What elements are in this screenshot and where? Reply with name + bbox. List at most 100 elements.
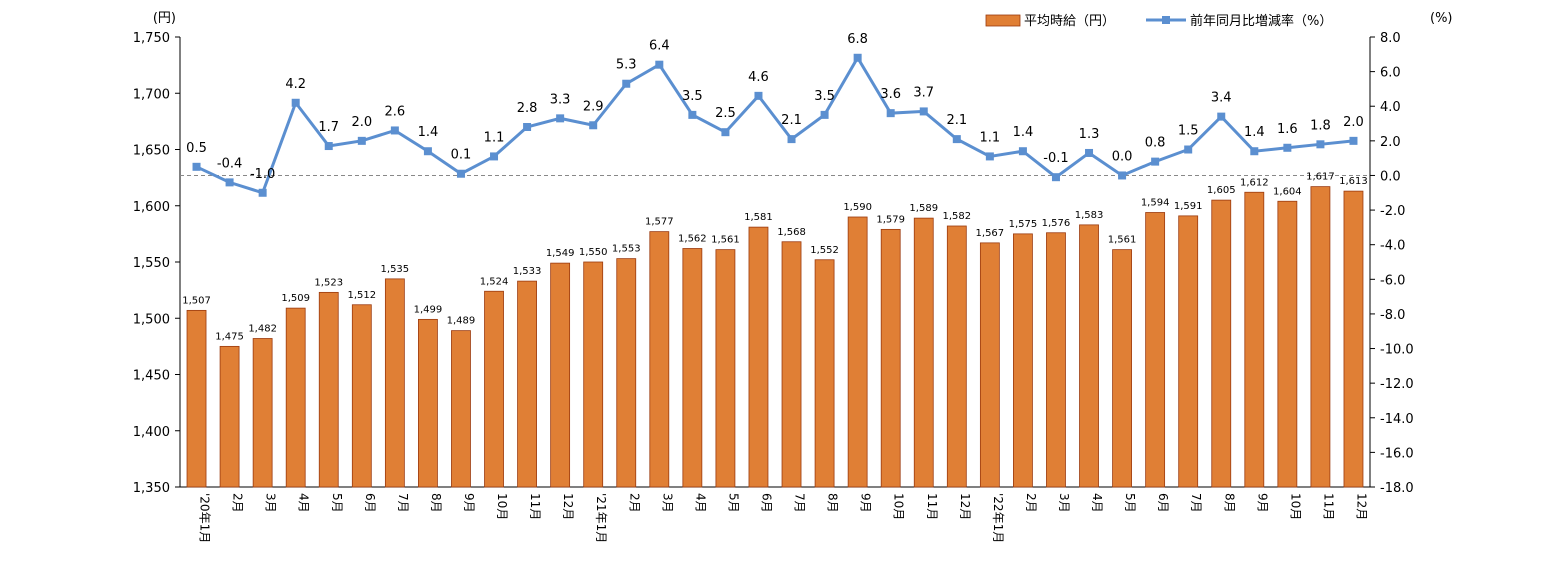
right-tick-label: 4.0 [1380, 100, 1401, 115]
bar [517, 280, 537, 488]
bar-value-label: 1,524 [480, 276, 509, 287]
bar [1112, 249, 1132, 488]
line-marker [1250, 147, 1259, 156]
line-value-label: 1.8 [1310, 118, 1331, 133]
bar [186, 309, 207, 488]
legend-label-line: 前年同月比増減率（%） [1190, 13, 1332, 29]
line-value-label: 3.4 [1211, 91, 1232, 106]
bar [1178, 215, 1199, 488]
bar-value-label: 1,576 [1042, 218, 1071, 229]
category-label: 10月 [892, 493, 906, 520]
line-marker [390, 126, 399, 135]
bar-value-label: 1,550 [579, 247, 608, 258]
bar [1211, 199, 1232, 488]
bar [583, 261, 604, 488]
line-marker [622, 79, 631, 88]
bar [1013, 233, 1033, 488]
bar-value-label: 1,577 [645, 217, 674, 228]
line-marker [523, 123, 532, 131]
line-marker [754, 91, 763, 100]
line-marker [1184, 145, 1193, 154]
bar [351, 304, 372, 488]
bar [1145, 212, 1166, 488]
category-label: 3月 [660, 493, 674, 513]
line-value-label: 2.1 [781, 113, 802, 128]
category-label: 9月 [462, 493, 476, 513]
line-marker [1085, 148, 1094, 157]
category-label: 11月 [528, 493, 542, 520]
line-value-label: 3.5 [682, 89, 703, 104]
line-marker [853, 53, 862, 62]
category-label: 10月 [495, 493, 509, 520]
right-tick-label: 8.0 [1380, 31, 1401, 46]
line-value-label: 0.8 [1145, 136, 1166, 151]
bar [814, 259, 835, 488]
bar [715, 249, 736, 488]
line-marker [1118, 171, 1127, 180]
bar-value-label: 1,552 [810, 245, 839, 256]
bar-value-label: 1,507 [182, 295, 211, 306]
line-marker [1051, 173, 1060, 182]
line-marker [1316, 140, 1325, 149]
line-path [195, 54, 1354, 195]
bar [946, 225, 967, 488]
line-value-label: 3.6 [880, 87, 901, 102]
category-label: 12月 [561, 493, 575, 520]
bar [550, 262, 571, 488]
category-label: 2月 [1024, 493, 1038, 513]
category-labels: '20年1月 2月 3月 4月 5月 6月 7月 8月 9月 10月 11月 12月 '21年1月 2月 3… [198, 493, 1369, 543]
bar [748, 226, 769, 488]
category-label: 5月 [1123, 493, 1137, 513]
bar-value-label: 1,509 [281, 293, 310, 304]
line-value-label: 3.5 [814, 89, 835, 104]
bar-value-label: 1,583 [1075, 210, 1104, 221]
line-marker [886, 109, 895, 118]
line-marker [655, 60, 664, 69]
bar [616, 258, 637, 488]
bar-value-label: 1,489 [447, 316, 476, 327]
right-tick-label: -12.0 [1380, 377, 1414, 392]
left-tick-label: 1,450 [133, 369, 170, 384]
bar-value-label: 1,579 [876, 214, 905, 225]
category-label: 4月 [693, 493, 707, 513]
bar-value-label: 1,561 [711, 235, 740, 246]
bar [1244, 191, 1265, 488]
bar [847, 216, 868, 488]
line-value-label: 6.8 [847, 32, 868, 47]
line-value-label: 0.0 [1112, 149, 1133, 164]
bar [418, 318, 438, 488]
line-marker [952, 135, 961, 144]
category-label: 5月 [330, 493, 344, 513]
bar [1046, 232, 1066, 488]
bar [384, 278, 405, 488]
bar-value-label: 1,590 [843, 202, 872, 213]
bar-value-label: 1,575 [1009, 219, 1038, 230]
left-tick-label: 1,700 [133, 87, 170, 102]
category-label: 12月 [958, 493, 972, 520]
axes: 1,350 1,400 1,450 1,500 1,550 1,600 1,650 1,700… [133, 11, 1453, 496]
line-value-label: 2.9 [583, 99, 604, 114]
right-tick-label: -16.0 [1380, 446, 1414, 461]
right-tick-label: -4.0 [1380, 239, 1405, 254]
category-label: 8月 [1222, 493, 1236, 513]
bar-value-label: 1,617 [1306, 172, 1335, 183]
line-value-label: 1.4 [1244, 125, 1265, 140]
line-value-label: -0.4 [217, 156, 242, 171]
bar-value-label: 1,589 [909, 203, 938, 214]
bar-value-label: 1,535 [381, 264, 410, 275]
category-label: 11月 [1321, 493, 1335, 520]
category-label: 4月 [1090, 493, 1104, 513]
left-tick-label: 1,600 [133, 200, 170, 215]
line-marker [324, 142, 333, 151]
line-marker [1217, 112, 1226, 121]
right-tick-label: 2.0 [1380, 135, 1401, 150]
line-value-label: 4.2 [285, 77, 306, 92]
bar-value-label: 1,562 [678, 234, 707, 245]
line-value-label: 1.1 [980, 130, 1001, 145]
bar-value-label: 1,568 [777, 227, 806, 238]
line-marker [820, 110, 829, 119]
bar-value-label: 1,475 [215, 331, 244, 342]
bar-value-label: 1,605 [1207, 185, 1236, 196]
line-marker [787, 135, 796, 144]
legend-swatch-bar [985, 14, 1021, 27]
